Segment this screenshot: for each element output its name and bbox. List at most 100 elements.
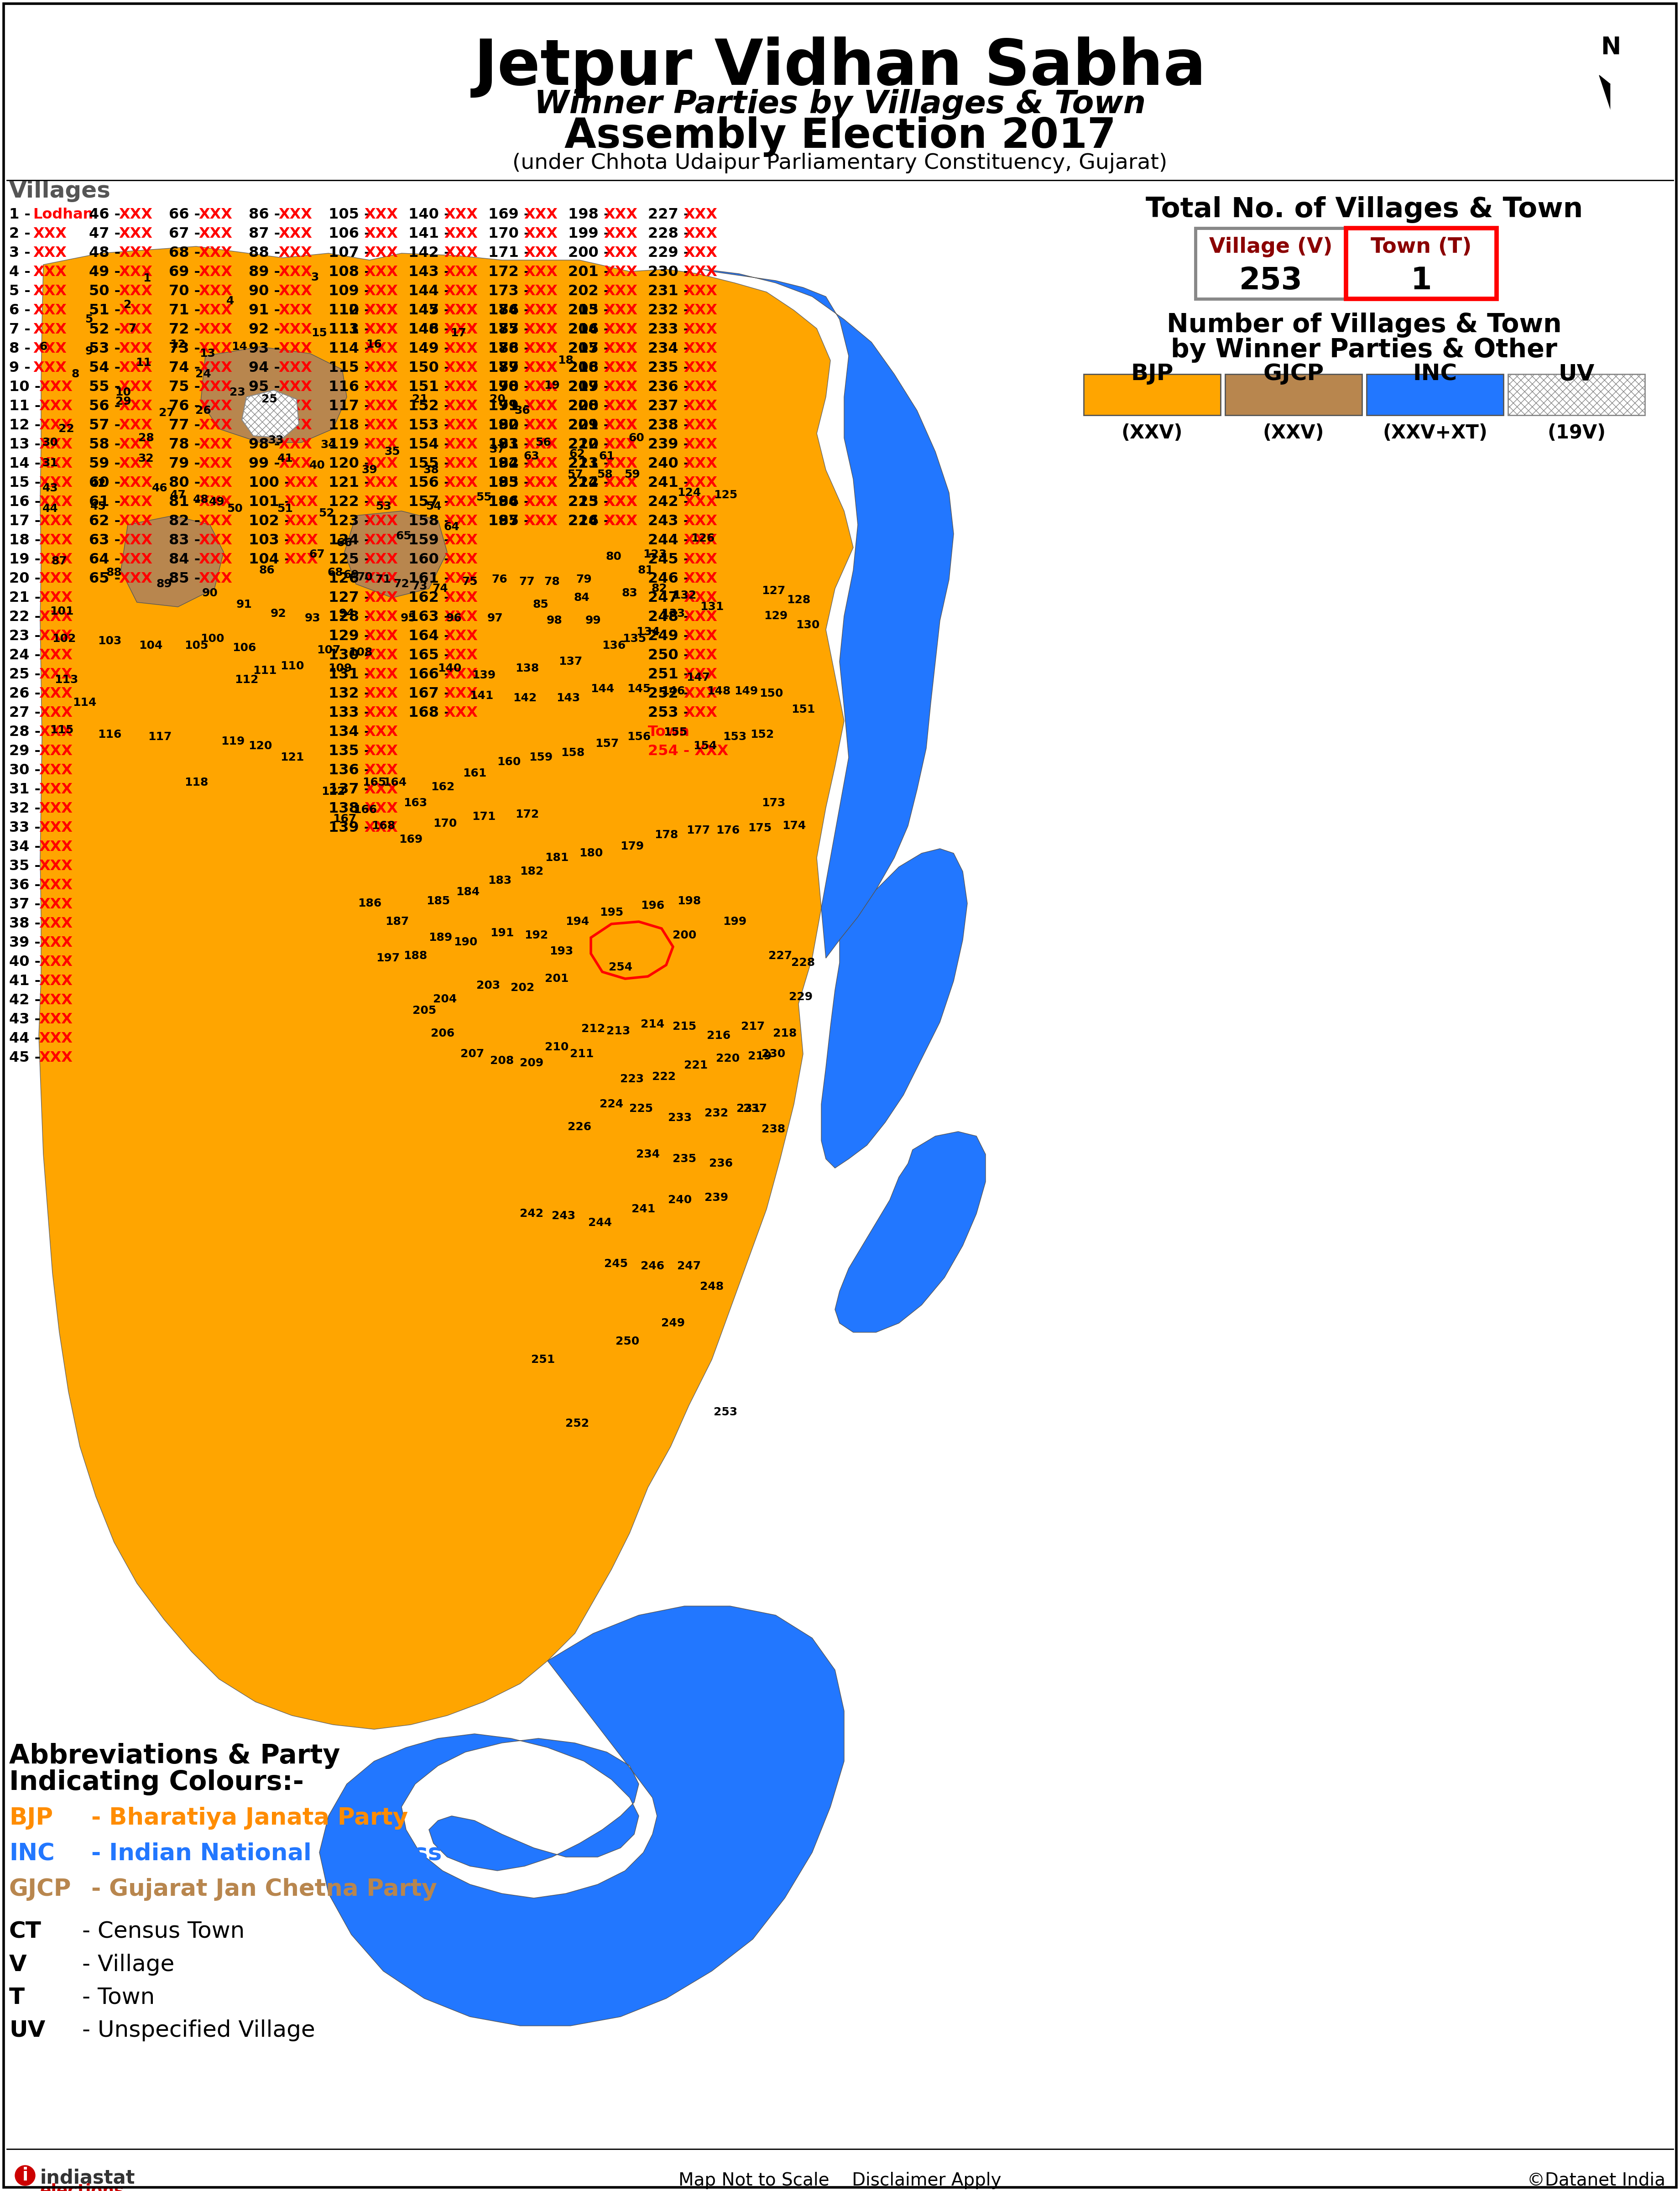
Text: - Unspecified Village: - Unspecified Village — [82, 2020, 316, 2042]
Text: 83 -: 83 - — [168, 532, 205, 548]
Text: 121 -: 121 - — [329, 475, 375, 491]
Text: XXX: XXX — [444, 456, 479, 471]
Text: 247: 247 — [677, 1260, 701, 1271]
Text: 241: 241 — [632, 1203, 655, 1214]
Text: 70 -: 70 - — [168, 285, 205, 298]
Text: 242: 242 — [519, 1207, 543, 1218]
Text: XXX: XXX — [198, 475, 232, 491]
Text: XXX: XXX — [39, 993, 72, 1008]
Text: 18 -: 18 - — [8, 532, 45, 548]
Text: 234 -: 234 - — [648, 342, 694, 355]
Text: 208: 208 — [491, 1056, 514, 1067]
Text: 191 -: 191 - — [489, 399, 534, 414]
Text: 39: 39 — [361, 464, 378, 475]
Text: XXX: XXX — [39, 438, 72, 451]
Text: XXX: XXX — [603, 495, 638, 508]
Text: 244: 244 — [588, 1218, 612, 1229]
Text: 123 -: 123 - — [329, 515, 375, 528]
Polygon shape — [319, 1606, 843, 2027]
Text: 67 -: 67 - — [168, 226, 205, 241]
Text: 235 -: 235 - — [648, 362, 694, 375]
Text: 170: 170 — [433, 817, 457, 828]
Text: 183: 183 — [487, 874, 511, 885]
Text: XXX: XXX — [198, 572, 232, 585]
Text: 220 -: 220 - — [568, 399, 615, 414]
Text: 125: 125 — [714, 489, 738, 500]
Text: 203 -: 203 - — [568, 302, 615, 318]
Text: XXX: XXX — [684, 208, 717, 221]
Text: 206 -: 206 - — [568, 362, 615, 375]
Text: 245 -: 245 - — [648, 552, 694, 567]
Text: XXX: XXX — [684, 552, 717, 567]
Text: 186 -: 186 - — [489, 302, 534, 318]
Text: 200 -: 200 - — [568, 245, 615, 261]
Text: XXX: XXX — [524, 302, 558, 318]
Text: 132 -: 132 - — [329, 686, 375, 701]
Text: XXX: XXX — [365, 745, 398, 758]
Text: 126 -: 126 - — [329, 572, 375, 585]
Text: XXX: XXX — [279, 302, 312, 318]
Text: 60 -: 60 - — [89, 475, 126, 491]
Text: 111 -: 111 - — [329, 322, 375, 337]
Text: XXX: XXX — [39, 782, 72, 798]
Text: 181 -: 181 - — [489, 438, 536, 451]
Text: 87: 87 — [52, 557, 67, 567]
Text: 63: 63 — [524, 451, 539, 462]
Text: 218: 218 — [773, 1028, 796, 1039]
Text: 163 -: 163 - — [408, 609, 455, 624]
Text: 73 -: 73 - — [168, 342, 205, 355]
Text: 153 -: 153 - — [408, 418, 455, 432]
Text: 42 -: 42 - — [8, 993, 45, 1008]
Text: XXX: XXX — [39, 418, 72, 432]
Text: BJP: BJP — [1131, 364, 1173, 386]
Text: XXX: XXX — [198, 456, 232, 471]
Text: 1: 1 — [1411, 265, 1431, 296]
Text: - Town: - Town — [82, 1987, 155, 2009]
Text: XXX: XXX — [603, 379, 638, 394]
Text: 40 -: 40 - — [8, 955, 45, 968]
Text: 127 -: 127 - — [329, 592, 375, 605]
Text: 198: 198 — [677, 896, 701, 907]
Text: 121: 121 — [281, 752, 304, 762]
Text: 40: 40 — [309, 460, 324, 471]
Text: 230 -: 230 - — [648, 265, 694, 278]
Text: 17: 17 — [450, 329, 467, 340]
Text: XXX: XXX — [39, 822, 72, 835]
Text: 82 -: 82 - — [168, 515, 205, 528]
Text: 9: 9 — [86, 346, 92, 357]
Text: 169: 169 — [398, 835, 423, 846]
Text: XXX: XXX — [603, 515, 638, 528]
Text: 197: 197 — [376, 953, 400, 964]
Text: 11: 11 — [136, 357, 151, 368]
Text: 221: 221 — [684, 1060, 707, 1071]
Text: 38 -: 38 - — [8, 916, 45, 931]
Text: XXX: XXX — [284, 532, 318, 548]
Text: 5: 5 — [86, 313, 92, 324]
Text: 140: 140 — [437, 664, 462, 675]
Text: XXX: XXX — [524, 226, 558, 241]
Text: 89 -: 89 - — [249, 265, 286, 278]
Text: XXX: XXX — [603, 418, 638, 432]
Text: XXX: XXX — [444, 572, 479, 585]
Text: XXX: XXX — [198, 399, 232, 414]
Text: 44: 44 — [42, 504, 59, 515]
Text: 14: 14 — [232, 342, 247, 353]
Text: 243: 243 — [551, 1209, 575, 1220]
Text: 142 -: 142 - — [408, 245, 455, 261]
Text: 104: 104 — [139, 640, 163, 651]
Text: XXX: XXX — [39, 552, 72, 567]
Text: XXX: XXX — [444, 495, 479, 508]
Text: XXX: XXX — [603, 399, 638, 414]
Text: 136 -: 136 - — [329, 762, 375, 778]
Text: 204 -: 204 - — [568, 322, 615, 337]
Text: 92: 92 — [270, 609, 286, 620]
Text: XXX: XXX — [365, 725, 398, 738]
Text: 122: 122 — [321, 787, 344, 798]
Text: 212: 212 — [581, 1023, 605, 1034]
Text: 226: 226 — [568, 1122, 591, 1133]
Text: XXX: XXX — [524, 456, 558, 471]
Text: XXX: XXX — [524, 418, 558, 432]
Text: 181: 181 — [544, 852, 568, 863]
Text: 143 -: 143 - — [408, 265, 455, 278]
Text: 199 -: 199 - — [568, 226, 615, 241]
